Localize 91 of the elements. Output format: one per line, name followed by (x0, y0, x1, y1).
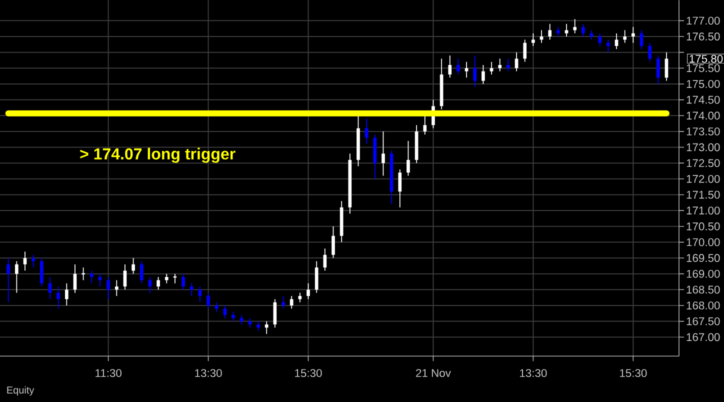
x-tick-label: 13:30 (520, 369, 547, 378)
candlestick (482, 64, 485, 84)
candlestick (532, 32, 535, 46)
x-tick-label: 11:30 (96, 369, 122, 378)
candlestick (306, 282, 310, 300)
candlestick (106, 276, 110, 300)
candlestick (490, 61, 494, 75)
candlestick (548, 23, 552, 40)
candlestick (382, 130, 385, 176)
y-tick-label: 175.50 (686, 64, 720, 72)
candlestick (15, 260, 18, 294)
y-tick-label: 169.00 (686, 270, 720, 278)
candlestick (648, 42, 652, 62)
y-tick-label: 175.00 (686, 80, 720, 88)
candlestick (282, 296, 285, 310)
candlestick (140, 260, 144, 284)
candlestick (232, 311, 235, 322)
candlestick (364, 118, 368, 145)
y-tick-label: 173.00 (686, 143, 720, 152)
candlestick (132, 258, 135, 274)
candlestick (148, 276, 152, 294)
candlestick (606, 39, 610, 53)
candlestick (614, 32, 618, 50)
y-tick-label: 169.50 (686, 254, 720, 262)
candlestick (56, 286, 60, 310)
candlestick (182, 273, 185, 290)
candlestick (423, 115, 427, 136)
y-tick-label: 174.00 (686, 112, 720, 120)
candlestick (398, 168, 402, 208)
candlestick (632, 26, 635, 44)
candlestick (656, 55, 660, 84)
candlestick (198, 286, 202, 303)
y-tick-label: 167.00 (686, 333, 720, 342)
candlestick (81, 267, 86, 281)
candlestick (23, 251, 27, 272)
candlestick (598, 32, 602, 46)
candlestick (214, 302, 218, 312)
candlestick (32, 254, 35, 268)
y-tick-label: 172.50 (686, 159, 720, 168)
candlestick (40, 258, 44, 287)
y-tick-label: 172.00 (686, 174, 720, 183)
candlestick (523, 39, 527, 62)
text: 175.80 (690, 54, 723, 63)
y-tick-label: 171.00 (686, 206, 720, 214)
candlestick (6, 258, 10, 303)
candlestick (448, 55, 452, 78)
candlestick (240, 314, 244, 325)
y-tick-label: 170.00 (686, 238, 720, 246)
x-tick-label: 21 Nov (416, 369, 451, 378)
candlestick (290, 296, 294, 310)
candlestick (314, 260, 318, 294)
y-tick-label: 170.50 (686, 222, 720, 230)
candlestick (498, 58, 502, 72)
candlestick (123, 264, 127, 290)
candlestick (464, 61, 468, 78)
y-tick-label: 173.50 (686, 127, 720, 136)
candlestick (190, 282, 194, 296)
candlestick (264, 320, 268, 334)
candlestick (114, 280, 118, 296)
candlestick (582, 23, 585, 37)
y-tick-label: 168.50 (686, 286, 720, 294)
candlestick (556, 26, 560, 37)
candlestick (64, 282, 68, 306)
candlestick (156, 276, 160, 290)
candlestick (564, 23, 568, 37)
candlestick (506, 58, 510, 72)
candlestick (456, 58, 460, 75)
x-tick-label: 15:30 (295, 369, 322, 378)
ref-line-label: > 174.07 long trigger (80, 148, 236, 163)
candlestick (48, 276, 52, 300)
candlestick (90, 270, 94, 284)
y-tick-label: 167.50 (686, 317, 720, 326)
x-tick-label: 13:30 (195, 369, 222, 378)
candlestick (664, 52, 668, 82)
y-tick-label: 177.00 (686, 16, 720, 25)
candlestick (206, 292, 210, 310)
candlestick (473, 55, 477, 88)
candlestick (256, 320, 260, 332)
candlestick (514, 52, 518, 72)
y-tick-label: 174.50 (686, 96, 720, 104)
y-tick-label: 168.00 (686, 302, 720, 310)
candlestick (332, 226, 335, 258)
candlestick (623, 30, 627, 44)
candlestick (573, 18, 577, 34)
text: Equity (7, 386, 34, 396)
candlestick (164, 273, 168, 284)
x-tick-label: 15:30 (620, 369, 647, 378)
candlestick (223, 305, 227, 319)
y-tick-label: 176.50 (686, 32, 720, 40)
candlestick (406, 140, 410, 176)
y-tick-label: 171.50 (686, 190, 720, 199)
